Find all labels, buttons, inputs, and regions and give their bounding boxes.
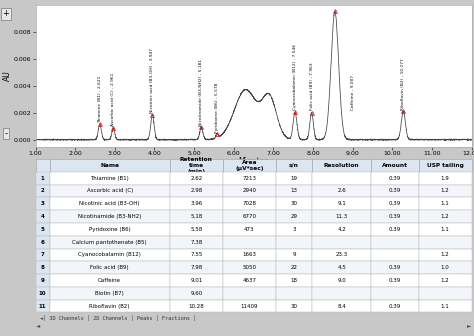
- Text: ◄│ 3D Channels │ 2D Channels │ Peaks │ Fractions │: ◄│ 3D Channels │ 2D Channels │ Peaks │ F…: [40, 315, 196, 321]
- Text: Folic acid (B9) - 7.963: Folic acid (B9) - 7.963: [310, 63, 314, 111]
- Text: Nicotinamide (B3-NH2) - 5.181: Nicotinamide (B3-NH2) - 5.181: [199, 59, 203, 126]
- Text: +: +: [2, 9, 9, 18]
- Text: Cyanocobalamin (B12) - 7.546: Cyanocobalamin (B12) - 7.546: [293, 44, 297, 111]
- Text: Nicotinic acid (B3-OH) - 3.947: Nicotinic acid (B3-OH) - 3.947: [150, 48, 155, 113]
- Text: Riboflavin (B2) - 10.277: Riboflavin (B2) - 10.277: [401, 59, 405, 111]
- Text: Pyridoxine (B6) - 5.578: Pyridoxine (B6) - 5.578: [215, 83, 219, 133]
- Text: ◄: ◄: [36, 323, 40, 328]
- Text: Ascorbic acid (C) - 2.961: Ascorbic acid (C) - 2.961: [111, 73, 115, 126]
- Text: Thiamine (B1) - 2.621: Thiamine (B1) - 2.621: [98, 75, 102, 123]
- Y-axis label: AU: AU: [3, 71, 12, 81]
- Text: Caffeine - 9.007: Caffeine - 9.007: [351, 75, 355, 111]
- X-axis label: Minutes: Minutes: [238, 157, 269, 166]
- Text: -: -: [4, 129, 8, 138]
- Text: ►: ►: [467, 323, 472, 328]
